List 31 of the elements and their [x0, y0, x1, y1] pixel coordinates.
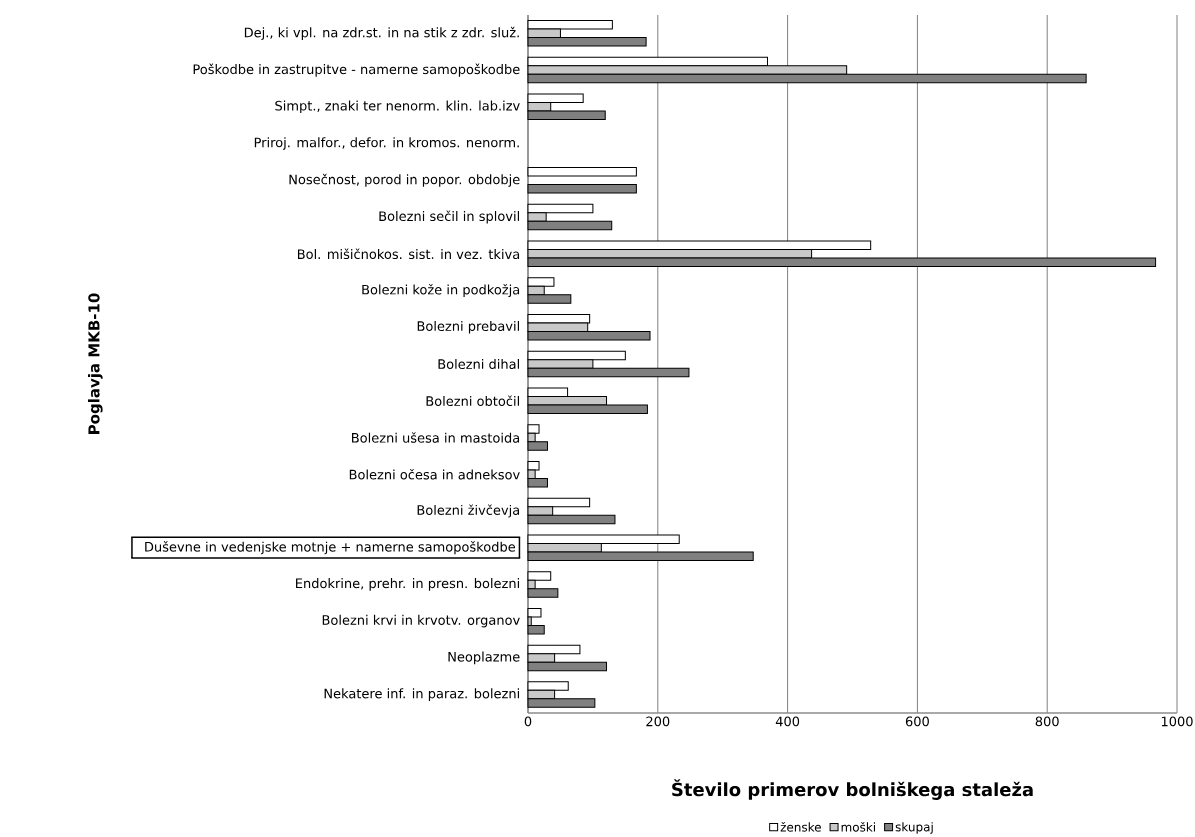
y-tick-label: Bolezni živčevja: [417, 504, 520, 518]
y-tick-label: Priroj. malfor., defor. in kromos. nenorm.: [254, 137, 519, 150]
y-tick-label: Nosečnost, porod in popor. obdobje: [289, 173, 520, 187]
y-tick-label: Bolezni prebavil: [417, 320, 520, 334]
y-tick-label: Bolezni ušesa in mastoida: [352, 432, 520, 443]
y-tick-label: Simpt., znaki ter nenorm. klin. lab.izv: [275, 100, 520, 114]
y-tick-label: Bolezni obtočil: [426, 395, 519, 407]
y-tick-label: Bolezni sečil in splovil: [379, 210, 520, 224]
y-tick-label: Nekatere inf. in paraz. bolezni: [324, 688, 519, 701]
y-tick-label: Bolezni krvi in krvotv. organov: [322, 614, 520, 628]
x-tick-label: 200: [646, 716, 670, 727]
bar: [527, 167, 637, 177]
y-tick-label: Bol. mišičnokos. sist. in vez. tkiva: [297, 248, 520, 260]
x-axis-title: Število primerov bolniškega staleža: [672, 779, 1033, 800]
y-axis-title: Poglavja MKB-10: [88, 293, 103, 434]
legend-label: moški: [841, 821, 875, 832]
y-tick-label: Poškodbe in zastrupitve - namerne samopoškodbe: [193, 63, 520, 77]
y-tick-label: Bolezni dihal: [438, 358, 519, 370]
x-tick-label: 400: [775, 716, 800, 727]
legend-label: ženske: [780, 821, 821, 832]
x-tick-label: 600: [905, 716, 929, 727]
y-tick-label: Bolezni kože in podkožja: [362, 283, 520, 298]
y-tick-label: Neoplazme: [448, 651, 520, 665]
y-tick-label: Dej., ki vpl. na zdr.st. in na stik z zdr. služ.: [244, 26, 519, 40]
y-tick-label: Endokrine, prehr. in presn. bolezni: [296, 578, 520, 591]
x-tick-label: 800: [1035, 716, 1059, 727]
y-tick-label: Duševne in vedenjske motnje + namerne samopoškodbe: [145, 541, 516, 555]
legend-label: skupaj: [895, 822, 933, 834]
y-tick-label: Bolezni očesa in adneksov: [349, 468, 520, 480]
x-tick-label: 1000: [1161, 716, 1193, 727]
x-tick-label: 0: [524, 716, 532, 727]
